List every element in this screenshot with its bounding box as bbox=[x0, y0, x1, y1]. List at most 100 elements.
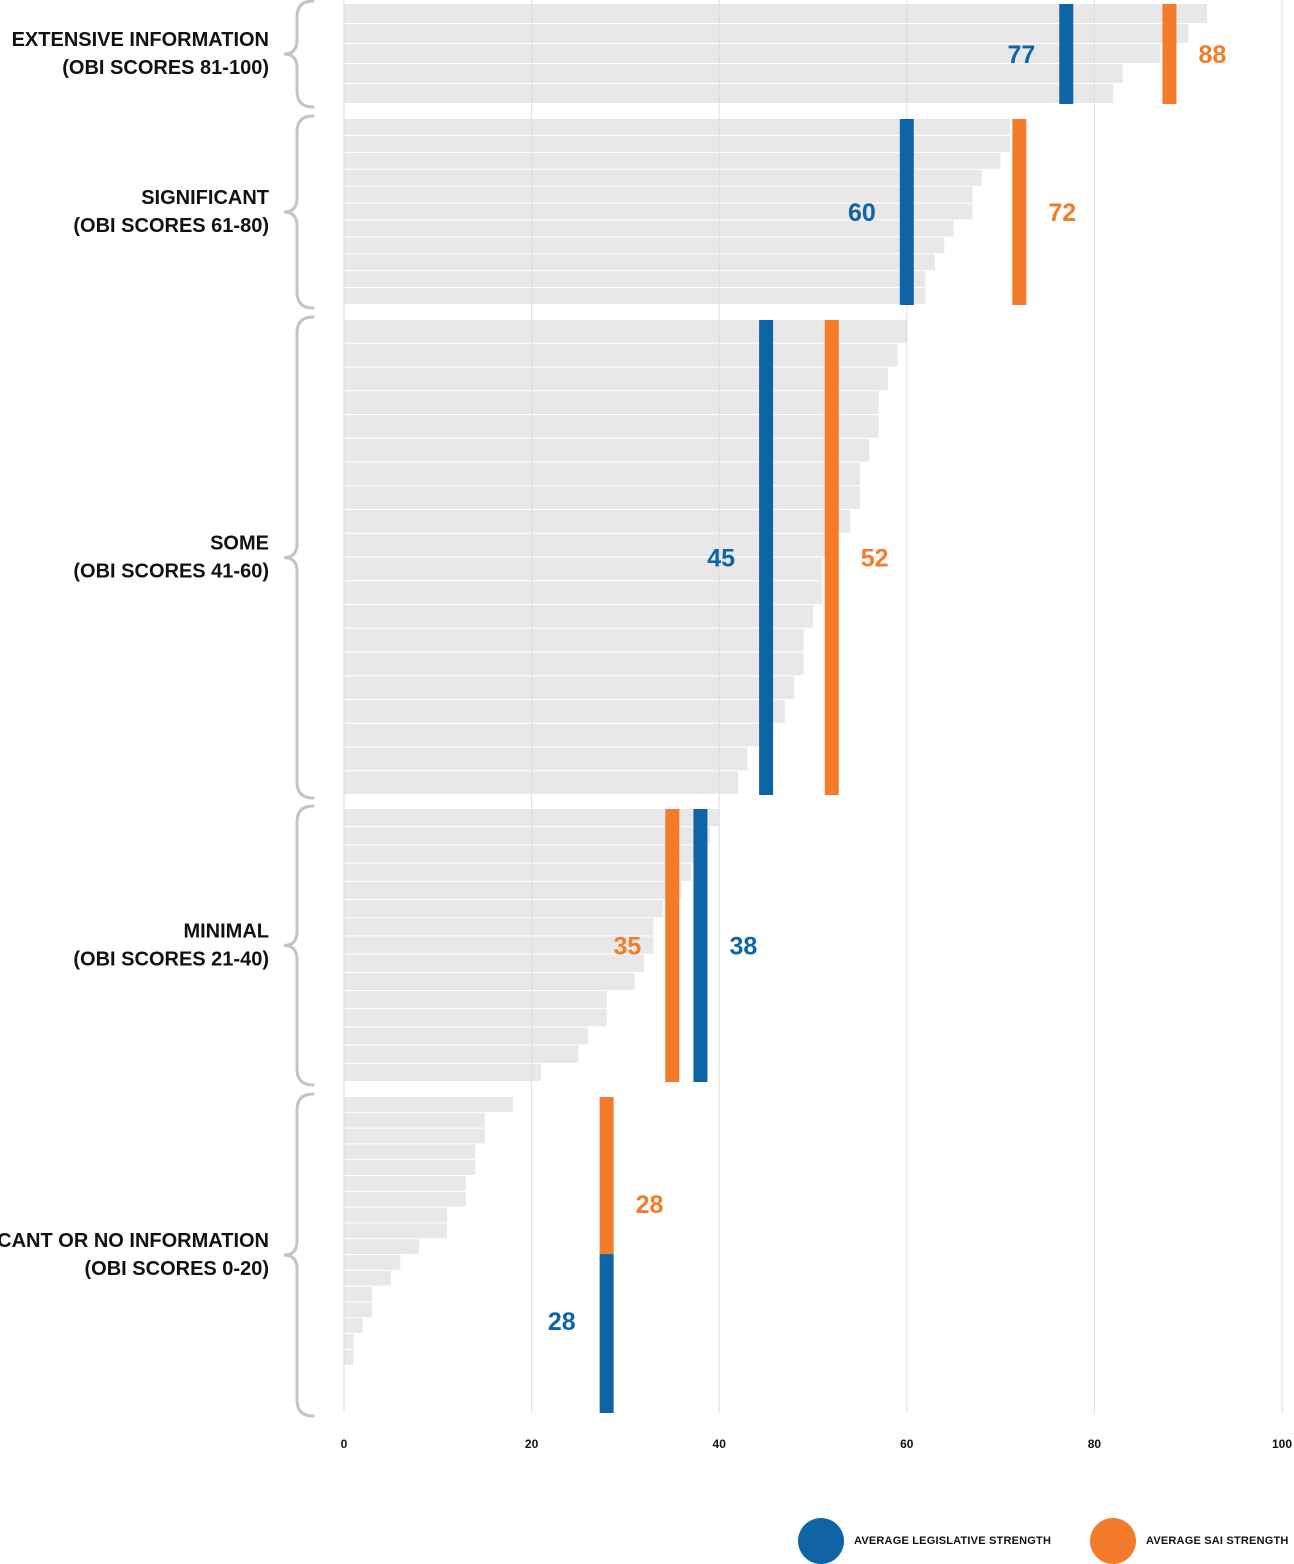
country-bar bbox=[344, 64, 1123, 83]
country-bar bbox=[344, 288, 926, 304]
country-bar bbox=[344, 723, 767, 747]
country-bar bbox=[344, 628, 804, 652]
x-tick-label: 20 bbox=[525, 1437, 539, 1451]
sai-marker bbox=[1162, 4, 1177, 104]
country-bar bbox=[344, 44, 1161, 63]
country-bar bbox=[344, 676, 795, 699]
country-bar bbox=[344, 186, 973, 203]
country-bar bbox=[344, 4, 1207, 23]
country-bar bbox=[344, 652, 804, 676]
country-bar bbox=[344, 581, 823, 604]
x-tick-label: 40 bbox=[713, 1437, 727, 1451]
country-bar bbox=[344, 462, 860, 486]
country-bar bbox=[344, 954, 645, 972]
country-bar bbox=[344, 1349, 354, 1365]
country-bar bbox=[344, 972, 635, 990]
sai-marker bbox=[824, 320, 839, 795]
country-bar bbox=[344, 900, 663, 918]
legend-label-legislative: AVERAGE LEGISLATIVE STRENGTH bbox=[854, 1535, 1052, 1547]
country-bar bbox=[344, 24, 1189, 43]
legislative-value-label: 38 bbox=[729, 933, 757, 961]
country-bar bbox=[344, 237, 945, 254]
group-brace bbox=[283, 114, 315, 310]
country-bar bbox=[344, 557, 823, 581]
sai-value-label: 88 bbox=[1198, 41, 1226, 69]
group-brace bbox=[283, 315, 315, 800]
country-bar bbox=[344, 1318, 363, 1333]
country-bar bbox=[344, 1223, 448, 1239]
country-bar bbox=[344, 863, 692, 881]
sai-marker bbox=[599, 1097, 614, 1255]
country-bar bbox=[344, 84, 1114, 103]
country-bar bbox=[344, 827, 710, 845]
country-bar bbox=[344, 991, 607, 1009]
group-sublabel: (OBI SCORES 41-60) bbox=[73, 561, 269, 583]
legislative-value-label: 28 bbox=[548, 1308, 576, 1336]
legislative-value-label: 60 bbox=[848, 199, 876, 227]
country-bar bbox=[344, 1302, 373, 1318]
sai-value-label: 28 bbox=[636, 1191, 664, 1219]
country-bar bbox=[344, 1027, 588, 1045]
group-label: EXTENSIVE INFORMATION bbox=[12, 29, 269, 51]
legislative-marker bbox=[599, 1254, 614, 1413]
group-sublabel: (OBI SCORES 81-100) bbox=[62, 57, 269, 79]
country-bar bbox=[344, 438, 870, 462]
country-bar bbox=[344, 771, 738, 794]
country-bar bbox=[344, 1160, 476, 1175]
group-sublabel: (OBI SCORES 61-80) bbox=[73, 215, 269, 237]
group-brace bbox=[283, 1092, 315, 1418]
country-bar bbox=[344, 881, 682, 899]
country-bar bbox=[344, 936, 654, 954]
legislative-value-label: 45 bbox=[707, 545, 735, 573]
country-bar bbox=[344, 533, 832, 557]
x-tick-label: 60 bbox=[900, 1437, 914, 1451]
country-bar bbox=[344, 1128, 485, 1144]
legend-dot-sai bbox=[1090, 1518, 1136, 1564]
group-label: SIGNIFICANT bbox=[141, 187, 269, 209]
country-bar bbox=[344, 415, 879, 438]
country-bar bbox=[344, 1009, 607, 1027]
x-tick-label: 0 bbox=[341, 1437, 348, 1451]
group-sublabel: (OBI SCORES 21-40) bbox=[73, 949, 269, 971]
country-bar bbox=[344, 1334, 354, 1349]
country-bar bbox=[344, 254, 935, 271]
country-bar bbox=[344, 391, 879, 414]
country-bar bbox=[344, 1207, 448, 1223]
country-bar bbox=[344, 845, 701, 863]
sai-value-label: 35 bbox=[613, 933, 641, 961]
group-sublabel: (OBI SCORES 0-20) bbox=[85, 1258, 269, 1280]
country-bar bbox=[344, 271, 926, 288]
group-label: SOME bbox=[210, 533, 269, 555]
legislative-value-label: 77 bbox=[1007, 41, 1035, 69]
country-bar bbox=[344, 220, 954, 237]
country-bar bbox=[344, 135, 1010, 152]
country-bar bbox=[344, 1239, 420, 1254]
country-bar bbox=[344, 203, 973, 220]
country-bar bbox=[344, 1112, 485, 1128]
country-bar bbox=[344, 1191, 466, 1207]
legend-item-legislative: AVERAGE LEGISLATIVE STRENGTH bbox=[798, 1518, 1051, 1564]
legend-label-sai: AVERAGE SAI STRENGTH bbox=[1146, 1535, 1289, 1547]
country-bar bbox=[344, 119, 1010, 135]
sai-marker bbox=[1012, 119, 1027, 305]
x-tick-label: 100 bbox=[1272, 1437, 1292, 1451]
group-label: SCANT OR NO INFORMATION bbox=[0, 1230, 269, 1252]
country-bar bbox=[344, 152, 1001, 169]
group-brace bbox=[283, 804, 315, 1087]
country-bar bbox=[344, 320, 907, 343]
legislative-marker bbox=[759, 320, 774, 795]
x-tick-label: 80 bbox=[1088, 1437, 1102, 1451]
country-bar bbox=[344, 605, 813, 628]
chart: 0 20 40 60 80 100 77 88 EXTENSIVE INFORMATION (OB… bbox=[0, 0, 1292, 1451]
group-brace bbox=[283, 0, 315, 109]
sai-value-label: 52 bbox=[861, 545, 889, 573]
country-bar bbox=[344, 486, 860, 509]
country-bar bbox=[344, 510, 851, 533]
country-bar bbox=[344, 918, 654, 936]
country-bar bbox=[344, 169, 982, 186]
country-bar bbox=[344, 1176, 466, 1191]
country-bar bbox=[344, 1063, 541, 1081]
country-bar bbox=[344, 1045, 579, 1063]
legislative-marker bbox=[899, 119, 914, 305]
legislative-marker bbox=[693, 809, 708, 1082]
